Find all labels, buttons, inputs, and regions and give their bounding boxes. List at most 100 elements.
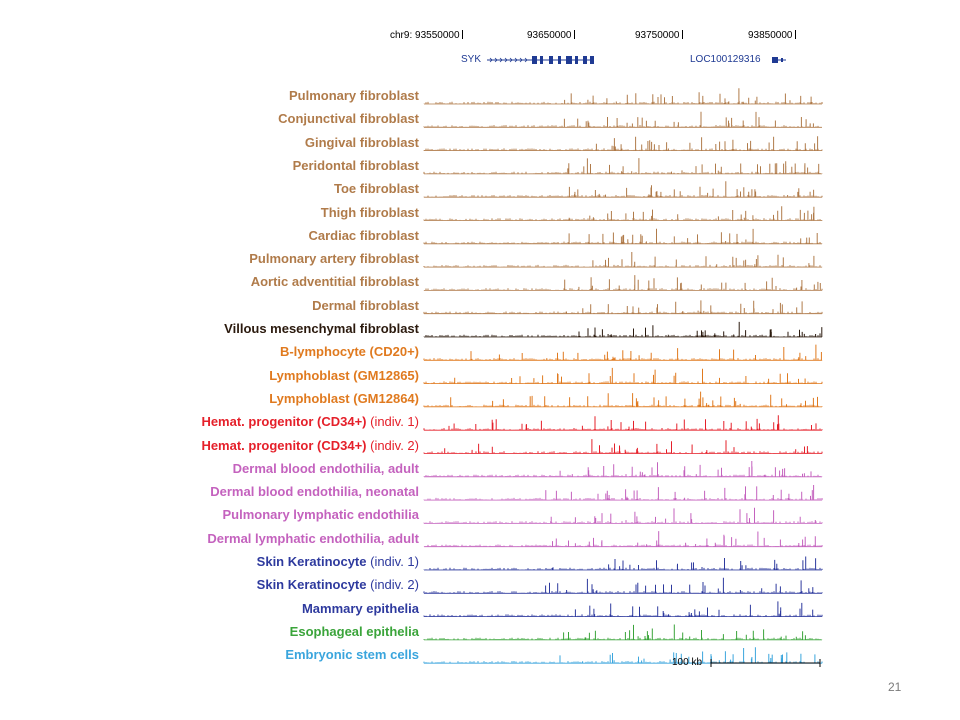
signal-peaks [423,577,823,594]
track-label-text: Thigh fibroblast [320,204,419,220]
gene-label-loc: LOC100129316 [690,54,761,65]
scale-bar [710,659,821,667]
signal-peaks [423,275,823,291]
strand-arrow [489,57,493,63]
track-label: Toe fibroblast [334,179,419,199]
track-label-text: Peridontal fibroblast [292,157,419,173]
track-label: Cardiac fibroblast [308,226,419,246]
signal-peaks [423,507,823,524]
scale-bar-label: 100 kb [672,657,703,668]
track-label: Dermal lymphatic endothilia, adult [207,529,419,549]
signal-track [423,228,823,245]
signal-track [423,485,823,501]
track-label-text: Aortic adventitial fibroblast [250,274,419,290]
track-label-text: Mammary epithelia [301,600,419,616]
signal-track [423,391,823,408]
signal-track [423,111,823,128]
track-label: Pulmonary lymphatic endothilia [223,505,419,525]
signal-peaks [423,206,823,221]
exon-mark [772,57,778,63]
exon-mark [540,56,543,64]
coordinate-label: 93650000 [527,30,575,41]
signal-peaks [423,136,823,151]
track-label-note: (indiv. 2) [366,577,419,593]
track-label-note: (indiv. 1) [366,414,419,430]
track-label-text: Dermal lymphatic endothilia, adult [207,530,419,546]
coordinate-label: 93750000 [635,30,683,41]
signal-track [423,136,823,152]
track-label: Dermal fibroblast [312,296,419,316]
signal-track [423,415,823,431]
exon-mark [566,56,572,64]
track-label: Hemat. progenitor (CD34+) (indiv. 1) [201,412,419,432]
signal-peaks [423,228,823,244]
track-label: Villous mesenchymal fibroblast [224,319,419,339]
track-label-text: Conjunctival fibroblast [278,111,419,127]
signal-peaks [423,181,823,198]
strand-arrow [519,57,523,63]
exon-mark [532,56,537,64]
track-label: Lymphoblast (GM12864) [269,389,419,409]
track-label-text: Skin Keratinocyte [256,577,367,593]
exon-mark [549,56,553,64]
track-label-note: (indiv. 1) [366,554,419,569]
signal-track [423,531,823,548]
signal-track [423,321,823,338]
signal-track [423,507,823,524]
exon-mark [781,58,783,62]
track-label-note: (indiv. 2) [366,437,419,453]
coordinate-label: chr9: 93550000 [390,30,463,41]
signal-peaks [423,391,823,407]
track-label-text: Dermal fibroblast [312,297,419,313]
signal-peaks [423,439,823,454]
track-label-text: Lymphoblast (GM12865) [269,367,419,383]
track-label: Pulmonary artery fibroblast [249,249,419,269]
track-label: B-lymphocyte (CD20+) [280,342,419,362]
track-label: Skin Keratinocyte (indiv. 1) [257,552,419,572]
signal-track [423,461,823,478]
track-label: Dermal blood endothilia, adult [233,459,419,479]
track-label-text: Skin Keratinocyte [256,554,367,569]
track-label-text: Cardiac fibroblast [308,227,419,243]
signal-peaks [423,415,823,431]
signal-track [423,439,823,454]
strand-arrow [494,57,498,63]
coordinate-label: 93850000 [748,30,796,41]
signal-peaks [423,485,823,501]
signal-track [423,88,823,105]
exon-mark [590,56,594,64]
track-label: Gingival fibroblast [305,133,419,153]
track-label-text: Dermal blood endothilia, adult [232,460,419,476]
signal-peaks [423,367,823,384]
signal-peaks [423,601,823,617]
strand-arrow [499,57,503,63]
signal-peaks [423,461,823,477]
track-label: Conjunctival fibroblast [278,109,419,129]
track-label: Dermal blood endothilia, neonatal [210,482,419,502]
track-label: Pulmonary fibroblast [289,86,419,106]
track-label-text: Hemat. progenitor (CD34+) [201,414,367,430]
signal-track [423,624,823,641]
exon-mark [558,56,561,64]
track-label: Skin Keratinocyte (indiv. 2) [257,575,419,595]
signal-peaks [423,624,823,640]
signal-peaks [423,344,823,361]
signal-track [423,252,823,268]
gene-models [487,56,786,64]
track-label-text: Gingival fibroblast [304,134,419,150]
strand-arrow [504,57,508,63]
signal-peaks [423,647,823,664]
track-label-text: Dermal blood endothilia, neonatal [210,484,419,500]
signal-track [423,275,823,291]
track-label-text: Lymphoblast (GM12864) [269,390,419,406]
track-label-text: Hemat. progenitor (CD34+) [201,437,367,453]
strand-arrow [524,57,528,63]
track-label: Thigh fibroblast [321,203,419,223]
track-label-text: B-lymphocyte (CD20+) [279,344,419,360]
track-label: Embryonic stem cells [285,645,419,665]
track-label: Peridontal fibroblast [293,156,419,176]
exon-mark [575,56,578,64]
signal-peaks [423,111,823,128]
